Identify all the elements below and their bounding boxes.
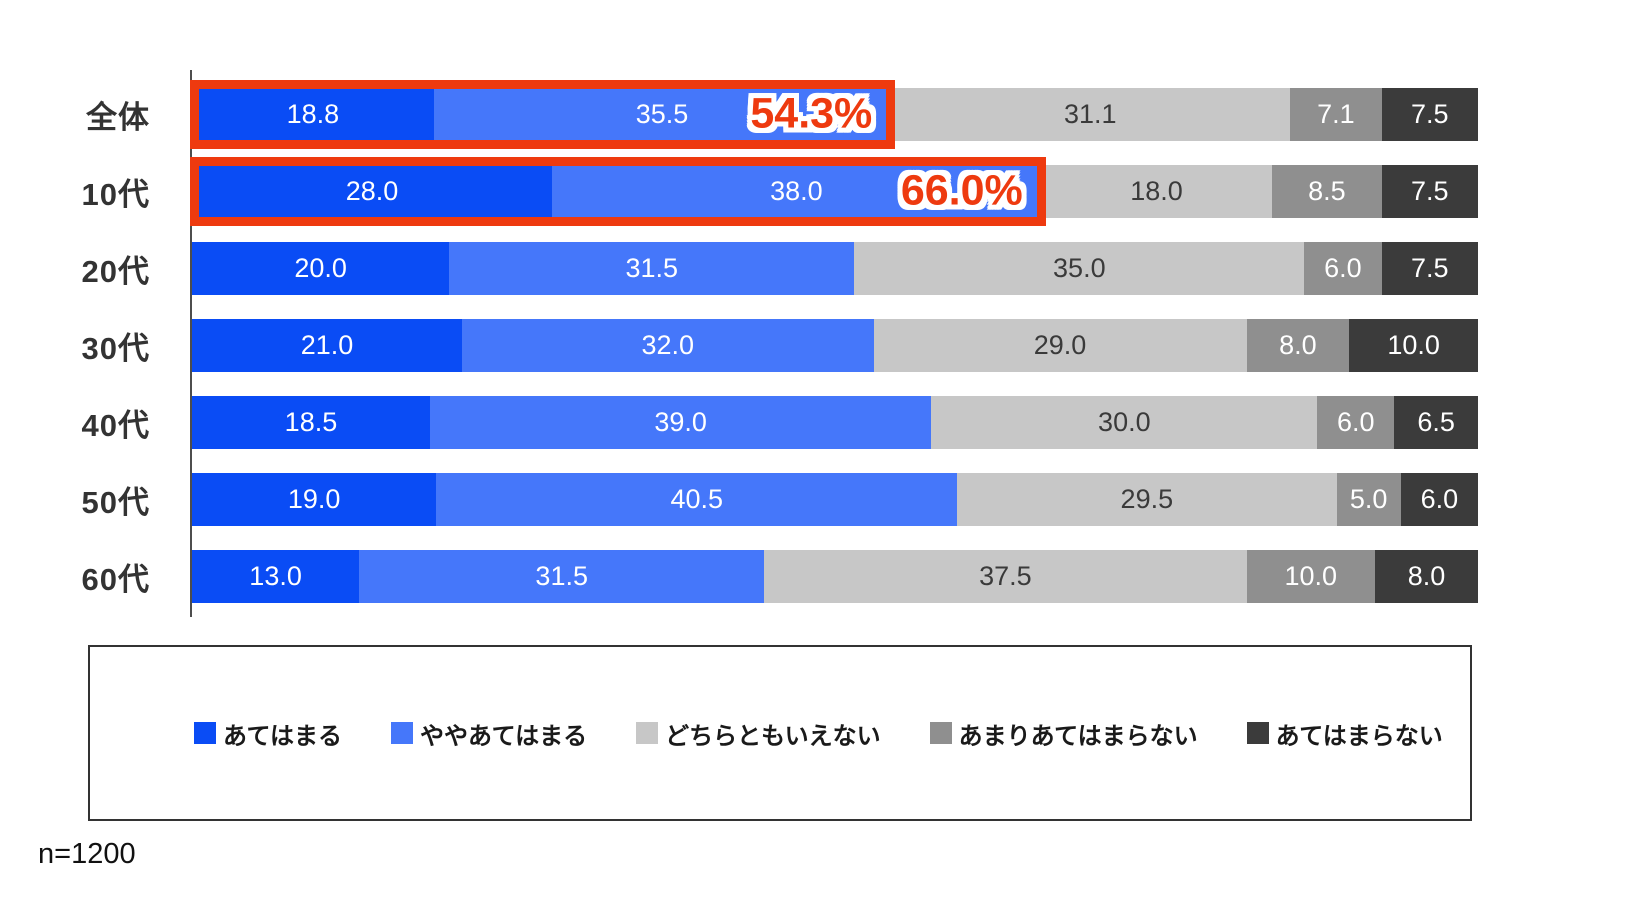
bar-segment: 29.0 [873, 319, 1247, 372]
bar-segment: 29.5 [957, 473, 1337, 526]
legend-item: あてはまる [194, 716, 342, 751]
bar-segment: 6.0 [1317, 396, 1395, 449]
bar-segment: 31.5 [449, 242, 855, 295]
stacked-bar: 18.8 35.5 31.1 7.1 7.5 54.3% [190, 80, 1478, 149]
bar-segment: 10.0 [1246, 550, 1376, 603]
legend-label: あてはまらない [1275, 722, 1443, 750]
category-label: 60代 [81, 562, 150, 597]
sample-size-note: n=1200 [38, 838, 136, 870]
chart-rows: 全体 18.8 35.5 31.1 7.1 7.5 54.3% 10代 28.0 38.0 18.0… [0, 80, 1628, 603]
category-label: 30代 [81, 331, 150, 366]
stacked-bar: 19.0 40.5 29.5 5.0 6.0 [192, 473, 1478, 526]
bar-row-20代: 20代 20.0 31.5 35.0 6.0 7.5 [0, 242, 1628, 295]
bar-segment: 30.0 [931, 396, 1318, 449]
bar-segment: 40.5 [436, 473, 958, 526]
stacked-bar: 21.0 32.0 29.0 8.0 10.0 [192, 319, 1478, 372]
bar-segment: 20.0 [192, 242, 450, 295]
legend-item: どちらともいえない [636, 716, 881, 751]
bar-segment: 35.0 [854, 242, 1305, 295]
bar-segment: 6.0 [1304, 242, 1382, 295]
bar-segment: 31.5 [359, 550, 765, 603]
bar-segment: 8.0 [1246, 319, 1350, 372]
bar-segment: 6.5 [1394, 396, 1478, 449]
stacked-bar: 28.0 38.0 18.0 8.5 7.5 66.0% [190, 157, 1478, 226]
bar-segment: 32.0 [462, 319, 874, 372]
stacked-bar: 20.0 31.5 35.0 6.0 7.5 [192, 242, 1478, 295]
bar-row-60代: 60代 13.0 31.5 37.5 10.0 8.0 [0, 550, 1628, 603]
bar-segment: 38.0 [552, 165, 1041, 218]
legend-swatch-icon [1246, 722, 1269, 744]
bar-segment: 5.0 [1336, 473, 1401, 526]
legend-label: どちらともいえない [665, 722, 881, 750]
bar-segment: 35.5 [433, 88, 891, 141]
category-label: 50代 [81, 485, 150, 520]
bar-segment: 7.5 [1381, 88, 1478, 141]
legend-item: ややあてはまる [391, 716, 587, 751]
legend-swatch-icon [194, 722, 216, 744]
bar-segment: 18.8 [192, 88, 434, 141]
category-label: 10代 [81, 177, 150, 212]
legend-items: あてはまる ややあてはまる どちらともいえない あまりあてはまらない あてはまらない [194, 716, 1443, 751]
category-label: 20代 [81, 254, 150, 289]
legend-swatch-icon [929, 722, 952, 744]
bar-segment: 8.5 [1272, 165, 1382, 218]
stacked-bar: 18.5 39.0 30.0 6.0 6.5 [192, 396, 1478, 449]
legend-item: あまりあてはまらない [929, 716, 1198, 751]
legend-label: ややあてはまる [420, 722, 588, 750]
bar-segment: 7.5 [1381, 165, 1478, 218]
legend-swatch-icon [636, 722, 659, 744]
bar-segment: 7.5 [1381, 242, 1478, 295]
legend-label: あてはまる [223, 722, 343, 750]
bar-segment: 10.0 [1349, 319, 1478, 372]
bar-segment: 13.0 [192, 550, 360, 603]
bar-segment: 18.0 [1040, 165, 1273, 218]
stacked-bar: 13.0 31.5 37.5 10.0 8.0 [192, 550, 1478, 603]
legend-box: あてはまる ややあてはまる どちらともいえない あまりあてはまらない あてはまらない [88, 645, 1472, 821]
bar-segment: 8.0 [1375, 550, 1478, 603]
category-label: 全体 [86, 100, 150, 135]
bar-segment: 7.1 [1290, 88, 1382, 141]
highlight-percent-label: 54.3% [750, 89, 873, 138]
y-axis-line [190, 70, 192, 617]
bar-segment: 19.0 [192, 473, 437, 526]
highlight-percent-label: 66.0% [900, 166, 1023, 215]
bar-row-40代: 40代 18.5 39.0 30.0 6.0 6.5 [0, 396, 1628, 449]
legend-label: あまりあてはまらない [958, 722, 1198, 750]
bar-segment: 18.5 [192, 396, 430, 449]
bar-segment: 21.0 [192, 319, 463, 372]
bar-row-10代: 10代 28.0 38.0 18.0 8.5 7.5 66.0% [0, 157, 1628, 226]
legend-item: あてはまらない [1246, 716, 1443, 751]
bar-segment: 37.5 [764, 550, 1247, 603]
bar-segment: 31.1 [890, 88, 1291, 141]
bar-row-全体: 全体 18.8 35.5 31.1 7.1 7.5 54.3% [0, 80, 1628, 149]
category-label: 40代 [81, 408, 150, 443]
bar-row-50代: 50代 19.0 40.5 29.5 5.0 6.0 [0, 473, 1628, 526]
bar-segment: 6.0 [1400, 473, 1478, 526]
bar-segment: 28.0 [192, 165, 553, 218]
bar-segment: 39.0 [429, 396, 932, 449]
bar-row-30代: 30代 21.0 32.0 29.0 8.0 10.0 [0, 319, 1628, 372]
legend-swatch-icon [391, 722, 414, 744]
